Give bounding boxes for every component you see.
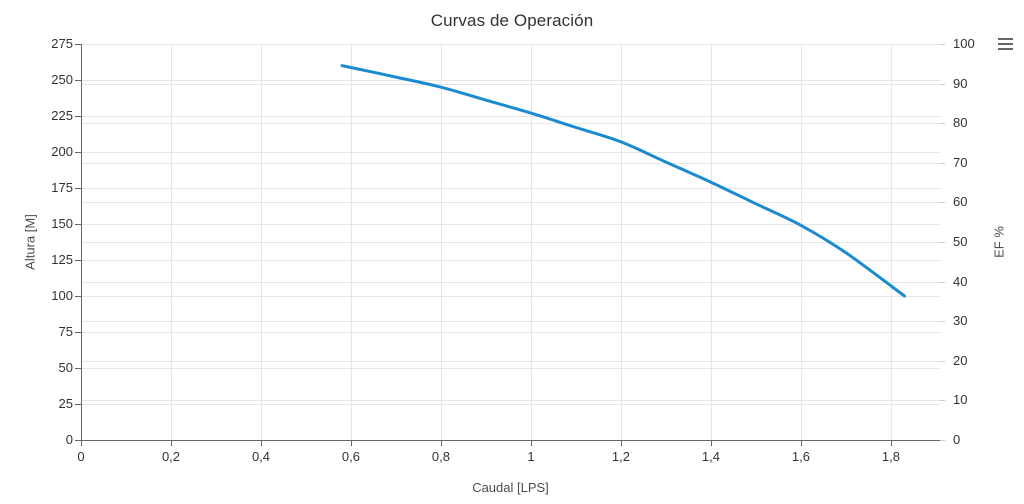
y-axis-label-right: 90	[953, 75, 968, 91]
y-axis-label-right: 10	[953, 392, 968, 408]
y-axis-label-left: 250	[51, 72, 73, 87]
x-axis-label: 0	[77, 449, 85, 464]
y-axis-label-right: 60	[953, 194, 968, 210]
chart-title: Curvas de Operación	[430, 11, 594, 30]
x-axis-label: 0,2	[161, 449, 181, 464]
y-axis-title-right: EF %	[991, 226, 1007, 258]
y-axis-label-left: 150	[51, 216, 73, 231]
x-axis-label: 0,6	[341, 449, 360, 464]
y-axis-label-right: 20	[953, 352, 968, 368]
x-axis-label: 1,4	[701, 449, 720, 464]
x-axis-label: 1,2	[611, 449, 630, 464]
x-axis-label: 1	[527, 449, 535, 464]
y-axis-label-left: 200	[51, 144, 73, 159]
y-axis-label-left: 50	[58, 360, 73, 375]
x-axis-label: 0,8	[431, 449, 450, 464]
series-curve-altura[interactable]	[340, 64, 906, 298]
chart-context-menu-button[interactable]	[994, 33, 1018, 55]
y-axis-label-left: 175	[51, 180, 73, 195]
y-axis-label-right: 0	[953, 432, 961, 447]
x-axis-title: Caudal [LPS]	[472, 480, 549, 495]
x-axis-label: 1,6	[791, 449, 810, 464]
y-axis-label-left: 0	[65, 432, 73, 447]
y-axis-title-left: Altura [M]	[22, 214, 38, 270]
y-axis-label-left: 25	[58, 396, 73, 411]
y-axis-label-left: 275	[51, 36, 73, 51]
y-axis-label-right: 50	[953, 234, 968, 249]
y-axis-label-right: 100	[953, 36, 975, 51]
y-axis-label-left: 75	[58, 324, 73, 339]
y-axis-label-left: 225	[51, 108, 73, 123]
x-axis-label: 1,8	[881, 449, 900, 464]
y-axis-label-right: 30	[953, 313, 968, 329]
x-axis-label: 0,4	[251, 449, 271, 464]
y-axis-label-left: 125	[51, 252, 73, 267]
y-axis-label-left: 100	[51, 288, 73, 303]
y-axis-label-right: 80	[953, 115, 968, 131]
y-axis-label-right: 70	[953, 154, 968, 170]
y-axis-label-right: 40	[953, 273, 968, 289]
